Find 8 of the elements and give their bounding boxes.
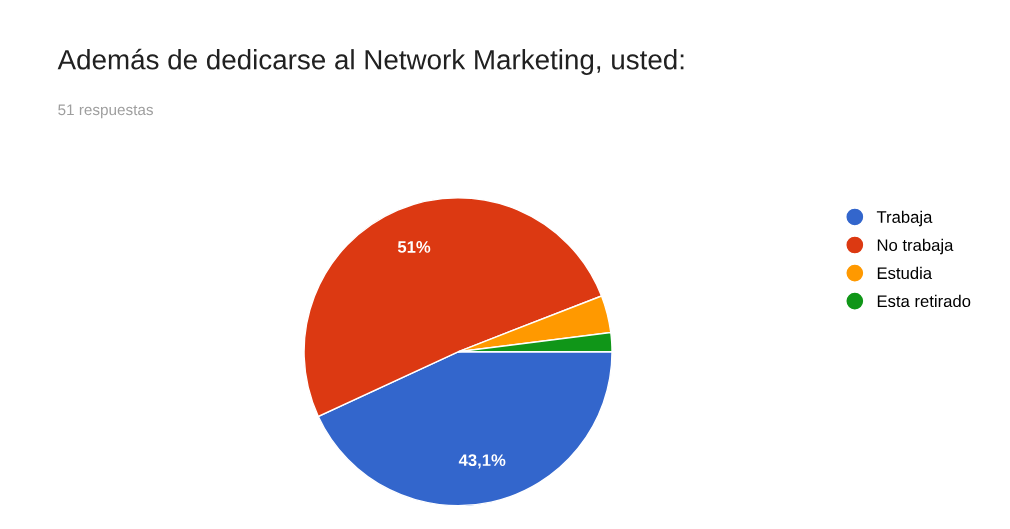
- data-label: 43,1%: [458, 454, 506, 469]
- chart-title: Además de dedicarse al Network Marketing, usted:: [57, 48, 684, 75]
- legend-label: No trabaja: [877, 238, 954, 255]
- legend-label: Esta retirado: [877, 294, 971, 308]
- text: 51 respuestas: [58, 104, 153, 119]
- legend-label: Estudia: [877, 266, 933, 280]
- legend-label: Trabaja: [876, 210, 933, 227]
- data-label: 51%: [397, 241, 431, 253]
